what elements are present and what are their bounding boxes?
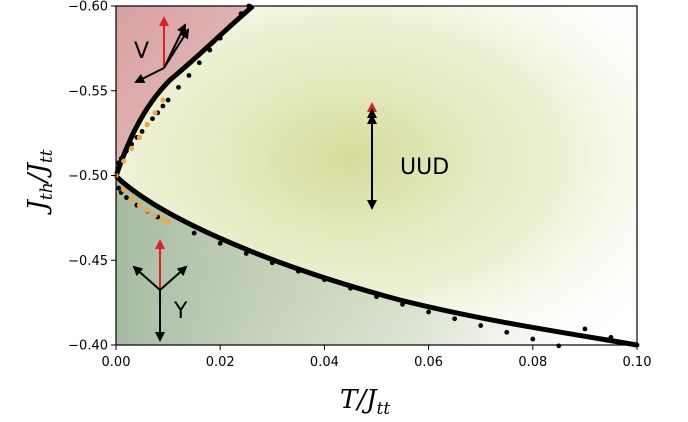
x-tick-label-1: 0.02	[206, 355, 235, 370]
boundary-point-43	[608, 334, 614, 340]
phase-label-y: Y	[173, 299, 188, 324]
boundary-point-15	[207, 47, 213, 53]
boundary-point-37	[452, 316, 458, 322]
boundary-point-18	[238, 11, 244, 17]
orange-point-12	[160, 216, 166, 223]
phase-label-uud: UUD	[400, 155, 449, 180]
orange-point-11	[152, 212, 158, 218]
boundary-point-42	[582, 326, 588, 332]
boundary-point-41	[556, 343, 562, 349]
boundary-point-11	[165, 97, 171, 103]
orange-point-4	[144, 122, 150, 128]
boundary-point-39	[504, 329, 510, 335]
orange-point-10	[144, 207, 150, 213]
x-tick-label-4: 0.08	[518, 355, 547, 370]
boundary-point-6	[139, 129, 145, 134]
x-tick-label-2: 0.04	[310, 355, 339, 370]
x-tick-label-3: 0.06	[414, 355, 443, 370]
y-spin-diagram	[132, 239, 188, 342]
boundary-point-13	[186, 73, 192, 78]
y-axis-label: Jth/Jtt	[23, 149, 57, 215]
boundary-point-8	[150, 116, 155, 122]
boundary-point-16	[217, 35, 223, 41]
x-axis-label: T/Jtt	[340, 385, 390, 419]
boundary-point-34	[374, 294, 379, 300]
boundary-point-14	[196, 60, 202, 66]
x-tick-label-0: 0.00	[102, 355, 131, 370]
boundary-point-22	[124, 195, 129, 200]
orange-point-6	[160, 97, 166, 103]
orange-point-5	[152, 110, 158, 116]
y-tick-label-3: −0.45	[68, 254, 108, 269]
boundary-point-29	[243, 251, 249, 256]
boundary-point-4	[129, 141, 135, 147]
lower-boundary-line	[114, 174, 638, 348]
orange-point-1	[121, 158, 127, 164]
boundary-point-40	[530, 336, 536, 342]
orange-point-13	[165, 219, 171, 225]
boundary-point-33	[348, 285, 353, 291]
boundary-point-38	[478, 323, 484, 328]
y-tick-label-2: −0.50	[68, 169, 108, 184]
y-tick-label-1: −0.55	[68, 84, 108, 99]
orange-point-9	[136, 202, 143, 208]
phase-label-v: V	[134, 39, 149, 64]
y-tick-label-0: −0.60	[68, 0, 108, 15]
boundary-point-17	[228, 23, 234, 28]
y-region	[116, 176, 637, 345]
v-spin-diagram	[134, 16, 190, 83]
boundary-point-32	[322, 277, 327, 283]
boundary-point-28	[217, 240, 223, 246]
boundary-point-12	[176, 84, 181, 90]
orange-point-3	[136, 134, 143, 140]
boundary-point-31	[295, 268, 301, 274]
y-tick-label-4: −0.40	[68, 339, 108, 354]
boundary-point-1	[116, 160, 122, 166]
boundary-point-36	[426, 309, 431, 315]
boundary-point-3	[124, 148, 129, 154]
boundary-point-35	[400, 301, 405, 307]
boundary-point-30	[269, 260, 275, 266]
x-tick-label-5: 0.10	[623, 355, 652, 370]
boundary-point-10	[160, 103, 166, 109]
boundary-point-20	[116, 185, 122, 191]
orange-point-8	[129, 195, 135, 201]
v-region	[116, 6, 253, 176]
orange-point-2	[129, 145, 135, 151]
orange-point-7	[121, 187, 127, 193]
boundary-point-27	[191, 230, 197, 236]
